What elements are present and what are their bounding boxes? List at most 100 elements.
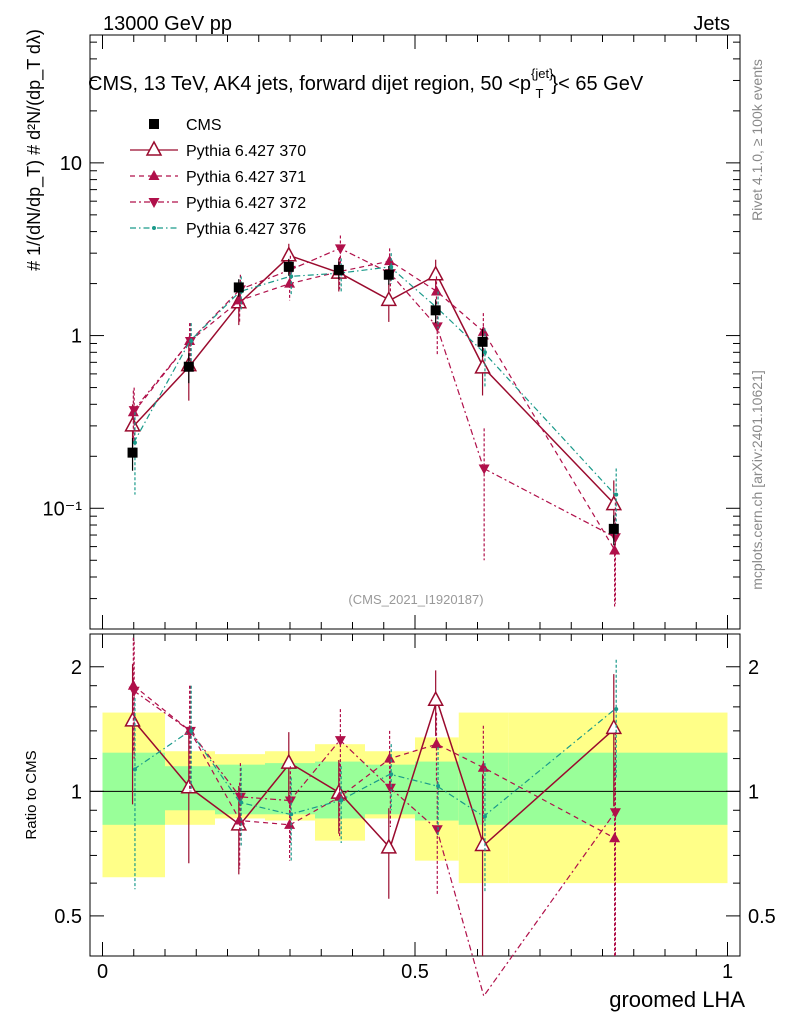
data-point: [614, 492, 619, 497]
x-axis-label: groomed LHA: [609, 987, 745, 1012]
data-point: [189, 728, 194, 733]
x-tick-label: 1: [722, 961, 733, 983]
data-point: [605, 718, 623, 735]
data-point: [477, 325, 489, 336]
main-y-axis-label: # 1/(dN/dp_T) # d²N/(dp_T dλ): [24, 29, 45, 271]
ratio-y-tick-label: 2: [71, 657, 82, 679]
data-point: [239, 800, 244, 805]
series-pythia-6-427-372: [128, 235, 621, 604]
series-pythia-6-427-372: [128, 641, 621, 998]
data-point: [284, 818, 296, 829]
data-point: [284, 277, 296, 288]
data-point: [430, 285, 442, 296]
data-point: [477, 336, 488, 347]
data-point: [389, 772, 394, 777]
data-point: [234, 792, 246, 803]
series-pythia-6-427-371: [127, 248, 621, 607]
data-point: [430, 738, 442, 749]
data-point: [234, 294, 246, 305]
data-point: [180, 778, 198, 794]
y-tick-label: 1: [71, 326, 82, 348]
legend: CMS Pythia 6.427 370 Pythia 6.427 371 Pythi…: [130, 117, 306, 238]
data-point: [334, 736, 346, 747]
legend-label: CMS: [186, 117, 222, 134]
ratio-y-tick-label: 0.5: [54, 906, 82, 928]
uncertainty-band-green: [102, 752, 165, 825]
data-point: [128, 406, 140, 417]
data-point: [477, 761, 489, 772]
legend-entry: Pythia 6.427 372: [130, 195, 306, 212]
series-line: [133, 254, 616, 506]
legend-label: Pythia 6.427 371: [186, 169, 306, 186]
x-tick-label: 0.5: [401, 961, 429, 983]
series-line: [133, 260, 616, 551]
data-point: [284, 796, 296, 807]
series-pythia-6-427-376: [132, 659, 619, 893]
data-point: [124, 416, 141, 432]
ratio-y-tick-label-right: 0.5: [748, 906, 776, 928]
data-point: [478, 464, 490, 475]
legend-marker: [149, 119, 159, 129]
data-point: [283, 261, 294, 272]
main-series: [124, 235, 623, 607]
legend-label: Pythia 6.427 372: [186, 195, 306, 212]
data-point: [436, 784, 441, 789]
x-tick-label: 0: [97, 961, 108, 983]
data-point: [132, 767, 137, 772]
ratio-bands: [90, 712, 740, 884]
data-point: [608, 523, 619, 534]
ratio-y-tick-label-right: 2: [748, 657, 759, 679]
ratio-panel: 0.5 0.5 1 1 2 2 0 0.5 1 Ratio to CMS groomed LHA: [23, 633, 776, 1012]
ratio-y-axis-text: Ratio to CMS: [23, 750, 40, 839]
legend-marker: [152, 226, 156, 230]
data-point: [128, 686, 140, 697]
main-ticks: 10⁻¹ 1 10: [43, 35, 740, 630]
data-point: [605, 495, 623, 511]
data-point: [609, 832, 621, 843]
data-point: [609, 544, 621, 555]
legend-label: Pythia 6.427 376: [186, 221, 306, 238]
ratio-series: [124, 637, 623, 998]
side-labels: Rivet 4.1.0, ≥ 100k events mcplots.cern.…: [749, 59, 765, 590]
data-point: [482, 814, 487, 819]
main-title: CMS, 13 TeV, AK4 jets, forward dijet reg…: [88, 66, 644, 101]
legend-marker: [145, 140, 163, 156]
legend-entry: CMS: [149, 117, 222, 134]
data-point: [132, 440, 137, 445]
legend-entry: Pythia 6.427 370: [130, 140, 306, 160]
y-tick-label: 10: [60, 153, 82, 175]
data-point: [614, 707, 619, 712]
data-point: [384, 752, 396, 763]
ratio-y-tick-label-right: 1: [748, 781, 759, 803]
legend-marker: [148, 170, 160, 180]
legend-label: Pythia 6.427 370: [186, 143, 306, 160]
data-point: [431, 322, 443, 333]
data-point: [333, 264, 344, 275]
data-point: [427, 690, 444, 707]
series-cms: [127, 258, 619, 546]
header-right: Jets: [693, 13, 730, 35]
data-point: [280, 753, 298, 769]
data-point: [189, 339, 194, 344]
header-left: 13000 GeV pp: [103, 13, 232, 35]
series-pythia-6-427-376: [132, 253, 619, 536]
legend-entry: Pythia 6.427 371: [130, 169, 306, 186]
data-point: [389, 264, 394, 269]
mcplots-label: mcplots.cern.ch [arXiv:2401.10621]: [749, 370, 765, 589]
data-point: [124, 711, 141, 727]
data-point: [380, 838, 398, 854]
data-point: [233, 282, 244, 293]
data-point: [234, 814, 246, 825]
data-point: [289, 812, 294, 817]
data-point: [334, 244, 346, 255]
data-point: [183, 361, 194, 372]
data-point: [289, 274, 294, 279]
ratio-ticks: 0.5 0.5 1 1 2 2 0 0.5 1: [54, 634, 776, 983]
data-point: [431, 825, 443, 836]
legend-entry: Pythia 6.427 376: [130, 221, 306, 238]
data-point: [609, 808, 621, 819]
series-line: [133, 266, 616, 496]
ratio-y-tick-label: 1: [71, 781, 82, 803]
main-y-axis-text: # 1/(dN/dp_T) # d²N/(dp_T dλ): [24, 29, 45, 271]
